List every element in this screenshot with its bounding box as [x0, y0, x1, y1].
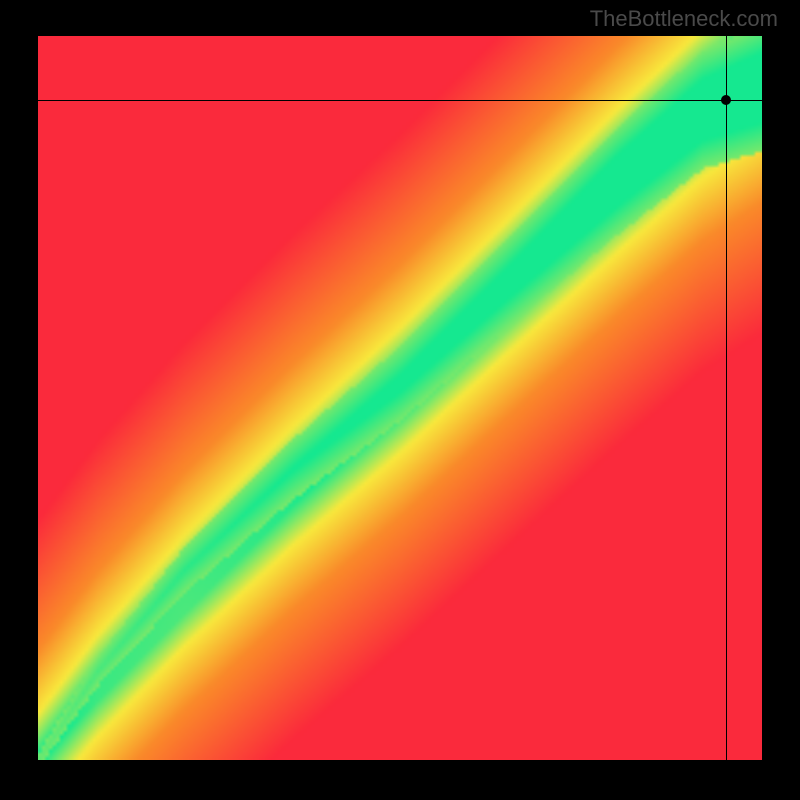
bottleneck-heatmap	[38, 36, 762, 760]
crosshair-vertical	[726, 36, 727, 760]
crosshair-marker	[721, 95, 731, 105]
crosshair-horizontal	[38, 100, 762, 101]
watermark-text: TheBottleneck.com	[590, 6, 778, 32]
heatmap-canvas	[38, 36, 762, 760]
